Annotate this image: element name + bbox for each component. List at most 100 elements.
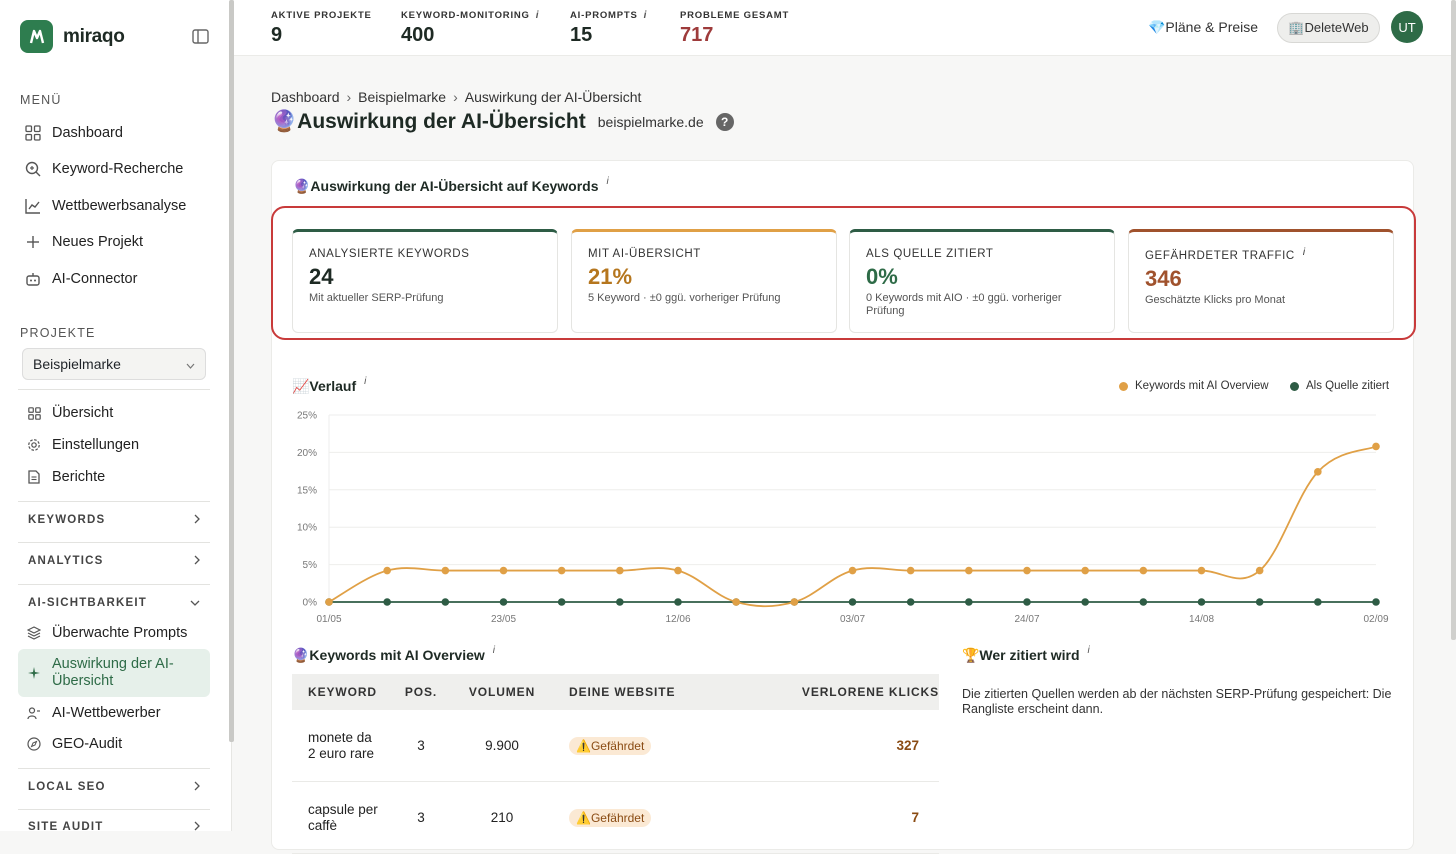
plans-pricing-link[interactable]: 💎Pläne & Preise bbox=[1148, 19, 1259, 35]
col-volumen[interactable]: VOLUMEN bbox=[468, 685, 536, 699]
chevron-right-icon bbox=[194, 555, 200, 568]
stat-gefaehrdeter-traffic: GEFÄHRDETER TRAFFIC i 346 Geschätzte Klic… bbox=[1128, 229, 1394, 333]
stat-label: GEFÄHRDETER TRAFFIC bbox=[1145, 250, 1295, 262]
group-keywords[interactable]: KEYWORDS bbox=[18, 509, 210, 531]
projects-section-label: PROJEKTE bbox=[20, 326, 96, 340]
data-point-keywords-mit-ai-overview bbox=[1081, 566, 1089, 575]
chevron-right-icon bbox=[194, 781, 200, 794]
main-scrollbar[interactable] bbox=[1451, 0, 1456, 640]
nav-keyword-recherche[interactable]: Keyword-Recherche bbox=[18, 153, 210, 185]
group-ai-sichtbarkeit[interactable]: AI-SICHTBARKEIT bbox=[18, 592, 210, 614]
data-point-als-quelle-zitiert bbox=[383, 598, 391, 606]
kpi-label: AKTIVE PROJEKTE bbox=[271, 10, 372, 21]
group-label: KEYWORDS bbox=[28, 514, 106, 526]
nav-geo-audit[interactable]: GEO-Audit bbox=[18, 733, 210, 755]
x-tick-label: 01/05 bbox=[316, 614, 341, 625]
nav-uebersicht[interactable]: Übersicht bbox=[18, 402, 210, 424]
nav-ai-wettbewerber[interactable]: AI-Wettbewerber bbox=[18, 702, 210, 724]
workspace-button[interactable]: 🏢DeleteWeb bbox=[1277, 13, 1380, 43]
col-keyword[interactable]: KEYWORD bbox=[308, 685, 377, 699]
col-verlorene-klicks[interactable]: VERLORENE KLICKS bbox=[801, 685, 939, 699]
data-point-als-quelle-zitiert bbox=[965, 598, 973, 606]
table-row[interactable]: monete da 2 euro rare 3 9.900 ⚠️Gefährde… bbox=[292, 710, 939, 782]
sidebar-toggle-icon[interactable] bbox=[190, 26, 210, 46]
kpi-keyword-monitoring: KEYWORD-MONITORING i 400 bbox=[401, 10, 539, 47]
group-label: ANALYTICS bbox=[28, 555, 104, 567]
kpi-probleme-gesamt[interactable]: PROBLEME GESAMT 717 bbox=[680, 10, 789, 47]
info-icon[interactable]: i bbox=[643, 10, 648, 21]
status-badge: ⚠️Gefährdet bbox=[569, 808, 652, 827]
logo[interactable]: miraqo bbox=[20, 20, 125, 53]
stat-analysierte-keywords: ANALYSIERTE KEYWORDS 24 Mit aktueller SE… bbox=[292, 229, 558, 333]
data-point-als-quelle-zitiert bbox=[441, 598, 450, 606]
cell-lost-clicks: 327 bbox=[896, 738, 919, 753]
legend-swatch bbox=[1290, 381, 1299, 391]
group-site-audit[interactable]: SITE AUDIT bbox=[18, 816, 210, 838]
info-icon[interactable]: i bbox=[535, 10, 540, 21]
cell-lost-clicks: 7 bbox=[911, 810, 919, 825]
nav-einstellungen[interactable]: Einstellungen bbox=[18, 434, 210, 456]
cell-volume: 210 bbox=[490, 810, 514, 825]
stat-value: 21% bbox=[588, 264, 633, 289]
group-analytics[interactable]: ANALYTICS bbox=[18, 550, 210, 572]
nav-neues-projekt[interactable]: Neues Projekt bbox=[18, 226, 210, 258]
data-point-als-quelle-zitiert bbox=[1081, 598, 1089, 606]
nav-label: Wettbewerbsanalyse bbox=[52, 198, 187, 214]
data-point-als-quelle-zitiert bbox=[1197, 598, 1206, 606]
stat-value: 346 bbox=[1145, 266, 1182, 291]
chevron-down-icon bbox=[186, 356, 195, 372]
data-point-als-quelle-zitiert bbox=[1314, 598, 1322, 606]
stat-label: ALS QUELLE ZITIERT bbox=[866, 248, 994, 260]
chevron-right-icon bbox=[194, 821, 200, 834]
nav-label: Überwachte Prompts bbox=[52, 625, 188, 641]
nav-label: AI-Wettbewerber bbox=[52, 705, 161, 721]
page-emoji: 🔮 bbox=[271, 110, 298, 133]
info-icon[interactable]: i bbox=[1302, 247, 1306, 258]
legend-aio[interactable]: Keywords mit AI Overview bbox=[1119, 380, 1269, 392]
info-icon[interactable]: i bbox=[364, 376, 367, 387]
nav-wettbewerbsanalyse[interactable]: Wettbewerbsanalyse bbox=[18, 190, 210, 222]
data-point-keywords-mit-ai-overview bbox=[1372, 442, 1380, 451]
project-select-value: Beispielmarke bbox=[33, 356, 121, 372]
info-icon[interactable]: i bbox=[492, 645, 495, 656]
data-point-als-quelle-zitiert bbox=[674, 598, 682, 606]
sidebar-scrollbar[interactable] bbox=[229, 0, 234, 742]
project-select[interactable]: Beispielmarke bbox=[22, 348, 206, 380]
nav-ai-connector[interactable]: AI-Connector bbox=[18, 263, 210, 295]
breadcrumb-item[interactable]: Beispielmarke bbox=[358, 89, 447, 105]
group-label: SITE AUDIT bbox=[28, 821, 104, 833]
nav-label: Keyword-Recherche bbox=[52, 161, 184, 177]
col-pos[interactable]: POS. bbox=[404, 685, 438, 699]
chevron-right-icon bbox=[194, 514, 200, 527]
data-point-keywords-mit-ai-overview bbox=[790, 598, 799, 606]
data-point-keywords-mit-ai-overview bbox=[848, 566, 857, 575]
page-domain: beispielmarke.de bbox=[597, 114, 704, 130]
cell-volume: 9.900 bbox=[485, 738, 519, 753]
info-icon[interactable]: i bbox=[1087, 645, 1090, 656]
cell-keyword: capsule per caffè bbox=[308, 802, 378, 833]
impact-section-title: 🔮Auswirkung der AI-Übersicht auf Keyword… bbox=[293, 176, 609, 194]
table-row[interactable]: capsule per caffè 3 210 ⚠️Gefährdet 7 bbox=[292, 782, 939, 854]
stat-als-quelle-zitiert: ALS QUELLE ZITIERT 0% 0 Keywords mit AIO… bbox=[849, 229, 1115, 333]
x-tick-label: 14/08 bbox=[1189, 614, 1214, 625]
data-point-keywords-mit-ai-overview bbox=[732, 598, 740, 606]
info-icon[interactable]: i bbox=[606, 176, 609, 187]
col-website[interactable]: DEINE WEBSITE bbox=[569, 685, 676, 699]
group-local-seo[interactable]: LOCAL SEO bbox=[18, 776, 210, 798]
top-bar: AKTIVE PROJEKTE 9 KEYWORD-MONITORING i 40… bbox=[234, 0, 1456, 56]
breadcrumb-item[interactable]: Dashboard bbox=[271, 89, 340, 105]
data-point-keywords-mit-ai-overview bbox=[383, 566, 391, 575]
nav-dashboard[interactable]: Dashboard bbox=[18, 117, 210, 149]
nav-ueberwachte-prompts[interactable]: Überwachte Prompts bbox=[18, 622, 210, 644]
x-tick-label: 23/05 bbox=[491, 614, 516, 625]
nav-auswirkung-ai-uebersicht[interactable]: Auswirkung der AI-Übersicht bbox=[18, 649, 210, 697]
brand-name: miraqo bbox=[63, 25, 125, 47]
avatar[interactable]: UT bbox=[1391, 11, 1423, 43]
legend-cited[interactable]: Als Quelle zitiert bbox=[1290, 380, 1389, 392]
help-icon[interactable]: ? bbox=[715, 113, 734, 131]
nav-berichte[interactable]: Berichte bbox=[18, 466, 210, 488]
stat-sub: 5 Keyword · ±0 ggü. vorheriger Prüfung bbox=[588, 292, 781, 304]
nav-label: Auswirkung der AI-Übersicht bbox=[52, 656, 174, 689]
stat-sub: Mit aktueller SERP-Prüfung bbox=[309, 292, 444, 304]
stat-sub: 0 Keywords mit AIO · ±0 ggü. vorheriger … bbox=[866, 292, 1062, 317]
